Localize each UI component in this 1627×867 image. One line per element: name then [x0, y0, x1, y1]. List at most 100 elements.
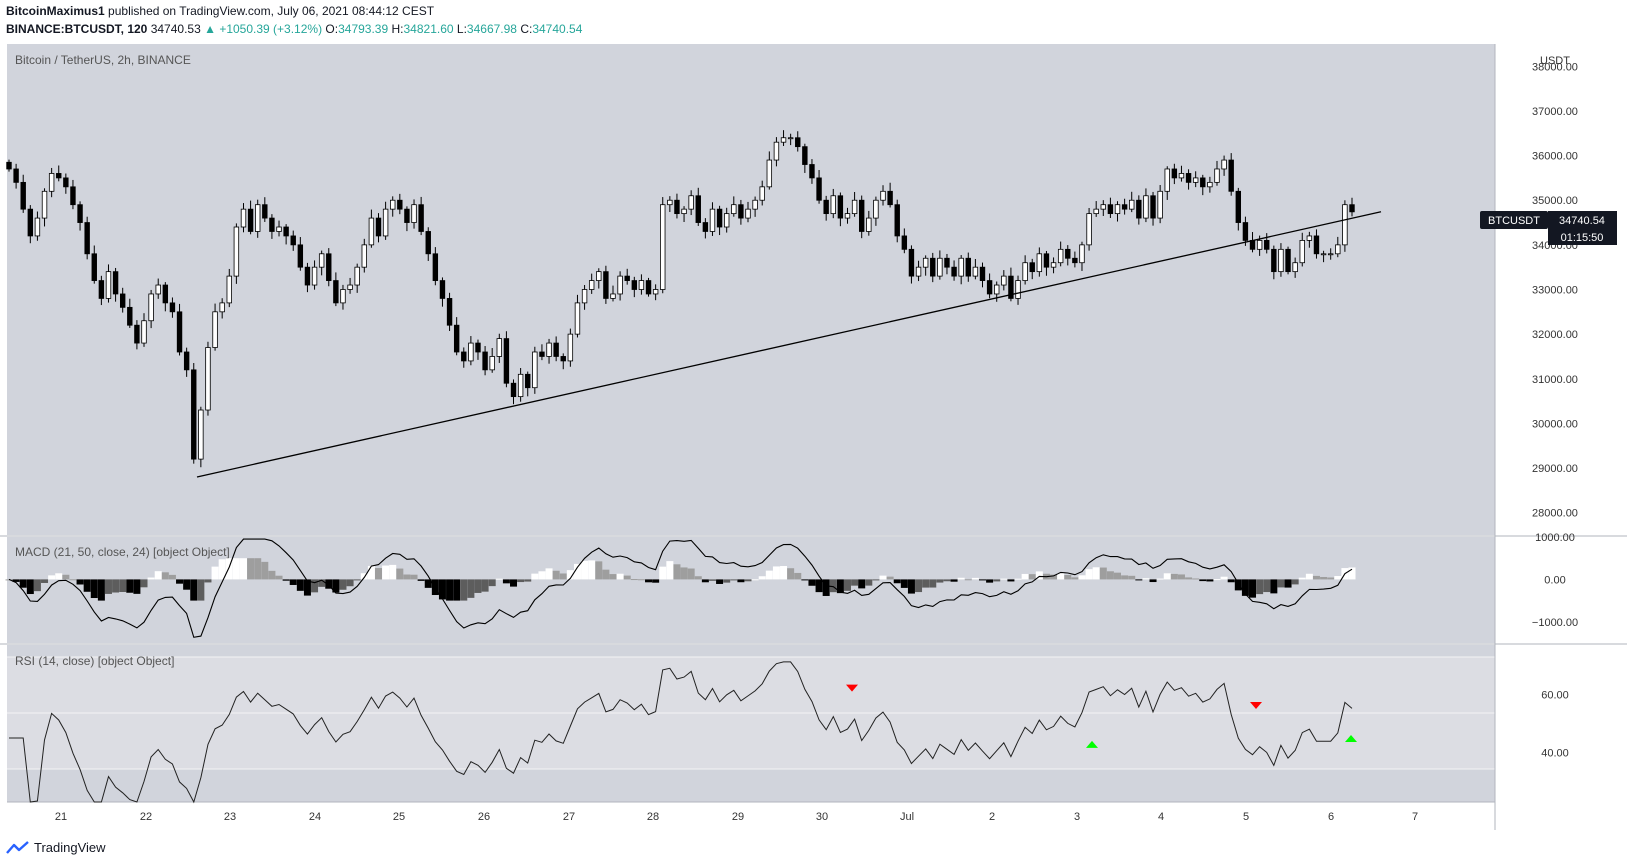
macd-bar: [758, 576, 766, 580]
candle-up: [496, 338, 503, 357]
candle-up: [532, 351, 538, 389]
macd-axis[interactable]: 1000.00 0.00 −1000.00: [1532, 532, 1578, 629]
macd-bar: [751, 579, 759, 581]
macd-bar: [602, 569, 610, 580]
candle-down: [1200, 177, 1206, 188]
macd-bar: [915, 579, 923, 593]
macd-bar: [69, 579, 77, 581]
macd-bar: [460, 579, 468, 601]
open-label: O:: [325, 22, 339, 36]
time-tick-label: 23: [224, 811, 236, 823]
candle-down: [84, 222, 90, 255]
price-label-symbol: BTCUSDT: [1488, 215, 1540, 227]
candle-up: [517, 373, 524, 398]
candle-down: [1185, 173, 1192, 183]
macd-bar: [225, 558, 233, 580]
macd-bar: [495, 578, 503, 580]
price-tick-label: 32000.00: [1532, 329, 1578, 341]
macd-bar: [1348, 567, 1356, 580]
macd-bar: [652, 579, 660, 583]
candle-down: [191, 369, 197, 460]
macd-bar: [410, 574, 418, 580]
candle-down: [432, 253, 439, 281]
candle-down: [1008, 275, 1014, 299]
close-value: 34740.54: [532, 22, 583, 36]
price-pane[interactable]: [7, 44, 1495, 535]
candle-up: [667, 199, 673, 206]
candle-up: [1057, 248, 1064, 264]
time-axis[interactable]: 21 22 23 24 25 26 27 28 29 30 Jul 2 3 4 5 6 7: [55, 811, 1418, 823]
macd-bar: [176, 579, 184, 584]
macd-bar: [1192, 578, 1200, 580]
candle-down: [1228, 159, 1234, 192]
macd-bar: [900, 579, 908, 588]
candle-up: [617, 275, 623, 295]
macd-bar: [808, 579, 816, 586]
macd-bar: [772, 566, 780, 580]
low-label: L:: [456, 22, 467, 36]
candle-down: [176, 311, 183, 353]
macd-bar: [218, 559, 226, 580]
candle-up: [1050, 262, 1057, 268]
price-axis[interactable]: 28000.00 29000.00 30000.00 31000.00 32000.00…: [1532, 61, 1578, 519]
candle-down: [1136, 199, 1142, 219]
candle-down: [645, 280, 652, 295]
candle-up: [581, 289, 588, 304]
candle-down: [674, 199, 680, 215]
macd-bar: [666, 561, 674, 580]
macd-bar: [232, 558, 240, 580]
candle-up: [1129, 199, 1135, 210]
macd-bar: [836, 579, 844, 594]
macd-bar: [119, 579, 127, 593]
ascending-trendline[interactable]: [196, 211, 1382, 478]
macd-bar: [1128, 575, 1136, 580]
candle-down: [1065, 248, 1071, 259]
candle-down: [1242, 222, 1249, 241]
close-label: C:: [520, 22, 533, 36]
tradingview-logo-icon[interactable]: [6, 840, 30, 855]
macd-bar: [829, 579, 837, 593]
macd-bar: [1320, 576, 1328, 580]
time-tick-label: 24: [309, 811, 321, 823]
macd-bar: [893, 579, 901, 584]
candle-up: [48, 173, 55, 192]
time-tick-label: 4: [1158, 811, 1164, 823]
macd-bar: [453, 579, 461, 601]
candle-down: [262, 204, 268, 219]
candle-down: [503, 338, 510, 384]
price-tick-label: 37000.00: [1532, 106, 1578, 118]
candle-up: [574, 302, 581, 335]
macd-bar: [1199, 579, 1207, 582]
macd-bar: [403, 574, 411, 580]
time-tick-label: 27: [563, 811, 575, 823]
macd-bar: [794, 572, 802, 580]
candle-up: [411, 204, 417, 223]
candle-up: [752, 199, 758, 210]
price-label-countdown: 01:15:50: [1561, 232, 1604, 244]
macd-bar: [112, 579, 120, 593]
candle-down: [795, 137, 801, 148]
candle-up: [1100, 204, 1106, 210]
macd-bar: [595, 561, 603, 580]
published-text: published on TradingView.com, July 06, 2…: [108, 4, 435, 18]
time-tick-label: 7: [1412, 811, 1418, 823]
macd-bar: [801, 579, 809, 581]
candle-down: [453, 324, 460, 353]
author-name[interactable]: BitcoinMaximus1: [6, 4, 105, 18]
macd-bar: [90, 579, 98, 599]
macd-bar: [183, 579, 191, 590]
candle-up: [1292, 262, 1298, 273]
candle-up: [255, 204, 261, 232]
candlestick-series[interactable]: [6, 130, 1355, 468]
candle-up: [1320, 253, 1327, 256]
time-tick-label: 5: [1243, 811, 1249, 823]
macd-bar: [616, 573, 624, 580]
footer-brand[interactable]: TradingView: [34, 840, 106, 855]
candle-down: [1313, 235, 1320, 255]
macd-bar: [438, 579, 446, 600]
candle-down: [887, 190, 893, 206]
macd-bar: [1213, 579, 1221, 581]
macd-bar: [559, 573, 567, 580]
rsi-axis[interactable]: 60.00 40.00: [1541, 689, 1569, 759]
